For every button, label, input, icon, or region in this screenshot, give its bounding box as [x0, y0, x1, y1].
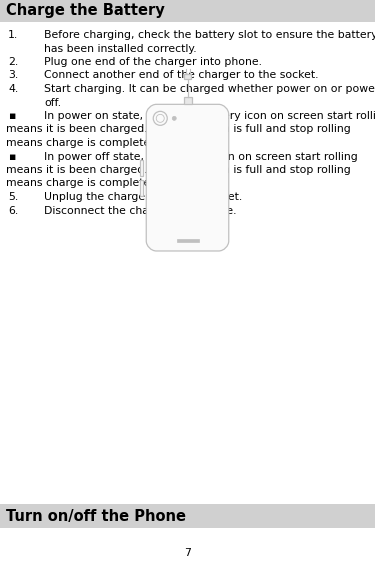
Text: Before charging, check the battery slot to ensure the battery: Before charging, check the battery slot … — [44, 30, 375, 40]
Text: 2.: 2. — [8, 57, 18, 67]
Bar — [183, 98, 192, 104]
Text: off.: off. — [44, 98, 61, 108]
Text: 7: 7 — [184, 548, 191, 558]
Text: In power on state, when the battery icon on screen start rolling: In power on state, when the battery icon… — [44, 111, 375, 121]
Text: Start charging. It can be charged whether power on or power: Start charging. It can be charged whethe… — [44, 84, 375, 94]
Bar — [184, 74, 191, 80]
Text: means it is been charged. When the icon is full and stop rolling: means it is been charged. When the icon … — [6, 125, 351, 134]
Bar — [140, 180, 143, 196]
Text: means charge is completed.: means charge is completed. — [6, 178, 160, 188]
Text: Plug one end of the charger into phone.: Plug one end of the charger into phone. — [44, 57, 262, 67]
Bar — [140, 160, 143, 175]
Text: Connect another end of the charger to the socket.: Connect another end of the charger to th… — [44, 70, 318, 81]
Circle shape — [172, 116, 176, 120]
Bar — [0, 504, 375, 528]
Text: means charge is completed.: means charge is completed. — [6, 138, 160, 148]
Text: has been installed correctly.: has been installed correctly. — [44, 43, 196, 54]
Text: means it is been charged. When the icon is full and stop rolling: means it is been charged. When the icon … — [6, 165, 351, 175]
PathPatch shape — [146, 104, 229, 251]
Text: 6.: 6. — [8, 205, 18, 215]
Text: Disconnect the charger and phone.: Disconnect the charger and phone. — [44, 205, 237, 215]
Text: Unplug the charger from the socket.: Unplug the charger from the socket. — [44, 192, 242, 202]
Text: 1.: 1. — [8, 30, 18, 40]
Text: 4.: 4. — [8, 84, 18, 94]
Bar — [0, 0, 375, 22]
Text: ▪: ▪ — [8, 152, 15, 161]
Text: ▪: ▪ — [8, 111, 15, 121]
Text: Charge the Battery: Charge the Battery — [6, 3, 165, 19]
Text: 5.: 5. — [8, 192, 18, 202]
Text: Turn on/off the Phone: Turn on/off the Phone — [6, 509, 186, 523]
Bar — [177, 239, 198, 242]
Text: 3.: 3. — [8, 70, 18, 81]
Text: In power off state, the battery icon on screen start rolling: In power off state, the battery icon on … — [44, 152, 358, 161]
